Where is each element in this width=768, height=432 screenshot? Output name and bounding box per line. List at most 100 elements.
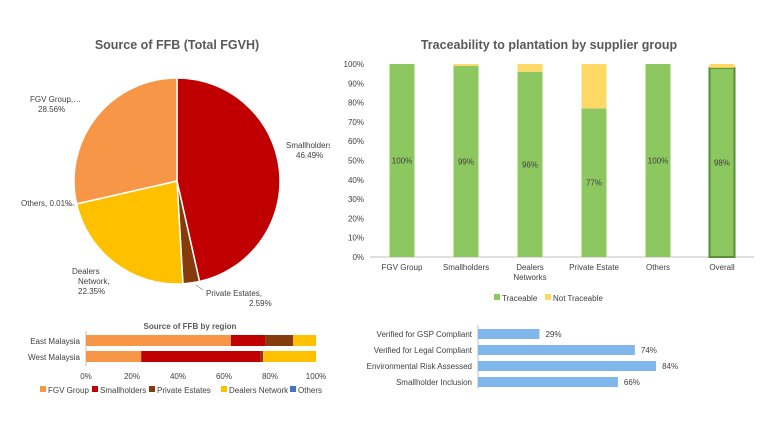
legend-swatch (494, 294, 500, 300)
ffb-region-stacked-bar-chart: Source of FFB by region East Malaysia West… (28, 322, 326, 395)
pie-label-line: Dealers (72, 267, 100, 276)
legend-label: Smallholders (100, 386, 146, 395)
traceability-bar-traceable (581, 108, 607, 257)
legend-label: Dealers Network (229, 386, 289, 395)
traceability-y-tick-label: 100% (344, 60, 364, 69)
legend-label: Traceable (502, 294, 538, 303)
traceability-bar-traceable (645, 64, 671, 257)
traceability-category-label: Dealers (516, 263, 544, 272)
traceability-category-label: Others (646, 263, 670, 272)
pie-slice-dealers-network (75, 180, 184, 285)
region-x-tick-label: 20% (124, 372, 140, 381)
pie-label-line: Private Estates, (206, 289, 262, 298)
compliance-bar (478, 345, 635, 355)
region-x-tick-label: 100% (306, 372, 326, 381)
region-x-tick-label: 40% (170, 372, 186, 381)
region-bar-segment-private-estates (260, 351, 264, 362)
region-bar-segment-dealers-network (263, 351, 316, 362)
traceability-bar-not-traceable (581, 64, 607, 109)
traceability-category-label: Overall (709, 263, 735, 272)
compliance-category-label: Verified for Legal Compliant (374, 346, 473, 355)
traceability-y-tick-label: 40% (348, 176, 364, 185)
pie-label-line: Smallholders, (286, 141, 330, 150)
pie-label-line: Others, 0.01% (21, 199, 72, 208)
compliance-category-label: Environmental Risk Assessed (367, 362, 472, 371)
region-chart-title: Source of FFB by region (144, 322, 237, 331)
traceability-data-label: 100% (648, 157, 668, 166)
traceability-bar-not-traceable (517, 64, 543, 72)
compliance-bar-panel: Verified for GSP Compliant 29% Verified fo… (330, 315, 768, 432)
pie-label-line: 28.56% (38, 105, 65, 114)
region-x-tick-label: 60% (216, 372, 232, 381)
pie-label-others: Others, 0.01% (21, 199, 72, 208)
traceability-data-label: 77% (586, 179, 602, 188)
legend-swatch (92, 386, 98, 392)
region-legend-item-others: Others (290, 386, 322, 395)
traceability-y-tick-label: 70% (348, 118, 364, 127)
traceability-category-label: Smallholders (443, 263, 489, 272)
pie-chart-title: Source of FFB (Total FGVH) (95, 38, 259, 52)
region-category-label: East Malaysia (30, 337, 80, 346)
traceability-bar-traceable (517, 71, 543, 257)
region-legend-item-smallholders: Smallholders (92, 386, 146, 395)
traceability-bar-not-traceable (709, 64, 735, 68)
legend-swatch (149, 386, 155, 392)
ffb-source-pie-chart: Source of FFB (Total FGVH) Smallholders,4… (21, 38, 330, 308)
traceability-legend-item-traceable: Traceable (494, 294, 538, 303)
traceability-y-tick-label: 30% (348, 195, 364, 204)
region-legend-item-private-estates: Private Estates (149, 386, 211, 395)
legend-label: Private Estates (157, 386, 211, 395)
traceability-bar-traceable (389, 64, 415, 257)
compliance-category-label: Smallholder Inclusion (396, 378, 472, 387)
pie-slice-smallholders (176, 77, 281, 283)
traceability-y-tick-label: 60% (348, 137, 364, 146)
pie-label-smallholders: Smallholders,46.49% (286, 141, 330, 160)
private-estates-leader-line (195, 284, 204, 291)
region-x-tick-label: 0% (80, 372, 92, 381)
region-bar-segment-dealers-network (293, 335, 316, 346)
traceability-category-label: Private Estate (569, 263, 619, 272)
traceability-bar-traceable (708, 66, 736, 258)
compliance-data-label: 84% (662, 362, 678, 371)
traceability-bar-traceable (453, 65, 479, 258)
region-bar-panel: Source of FFB by region East Malaysia West… (0, 315, 340, 432)
pie-label-line: 46.49% (296, 151, 323, 160)
compliance-data-label: 74% (641, 346, 657, 355)
compliance-data-label: 66% (624, 378, 640, 387)
compliance-data-label: 29% (545, 330, 561, 339)
traceability-bar-not-traceable (453, 64, 479, 66)
traceability-panel: Traceability to plantation by supplier g… (330, 0, 768, 315)
legend-swatch (221, 386, 227, 392)
traceability-y-tick-label: 50% (348, 157, 364, 166)
legend-swatch (40, 386, 46, 392)
compliance-bar-chart: Verified for GSP Compliant 29% Verified fo… (367, 325, 678, 389)
compliance-bar (478, 361, 657, 371)
traceability-data-label: 98% (714, 158, 730, 167)
traceability-legend-item-not-traceable: Not Traceable (545, 294, 603, 303)
pie-label-line: 2.59% (249, 299, 272, 308)
region-legend-item-fgv-group: FGV Group (40, 386, 89, 395)
region-bar-segment-fgv-group (86, 351, 142, 362)
region-bar-segment-smallholders (230, 335, 266, 346)
compliance-bar (478, 377, 618, 387)
pie-label-fgv-group: FGV Group,…28.56% (30, 95, 81, 114)
traceability-y-tick-label: 10% (348, 234, 364, 243)
traceability-chart-title: Traceability to plantation by supplier g… (421, 38, 678, 52)
region-bar-segment-smallholders (141, 351, 261, 362)
traceability-y-tick-label: 0% (352, 253, 364, 262)
pie-label-line: Network, (78, 277, 110, 286)
pie-label-private-estates: Private Estates,2.59% (206, 289, 272, 308)
traceability-y-tick-label: 20% (348, 214, 364, 223)
traceability-data-label: 100% (392, 157, 412, 166)
region-x-tick-label: 80% (262, 372, 278, 381)
traceability-y-tick-label: 90% (348, 79, 364, 88)
legend-swatch (545, 294, 551, 300)
region-legend-item-dealers-network: Dealers Network (221, 386, 289, 395)
legend-label: Not Traceable (553, 294, 603, 303)
pie-chart-panel: Source of FFB (Total FGVH) Smallholders, 4… (0, 0, 330, 315)
legend-label: Others (298, 386, 322, 395)
pie-slice-fgv-group (73, 77, 178, 205)
legend-label: FGV Group (48, 386, 89, 395)
traceability-data-label: 99% (458, 157, 474, 166)
